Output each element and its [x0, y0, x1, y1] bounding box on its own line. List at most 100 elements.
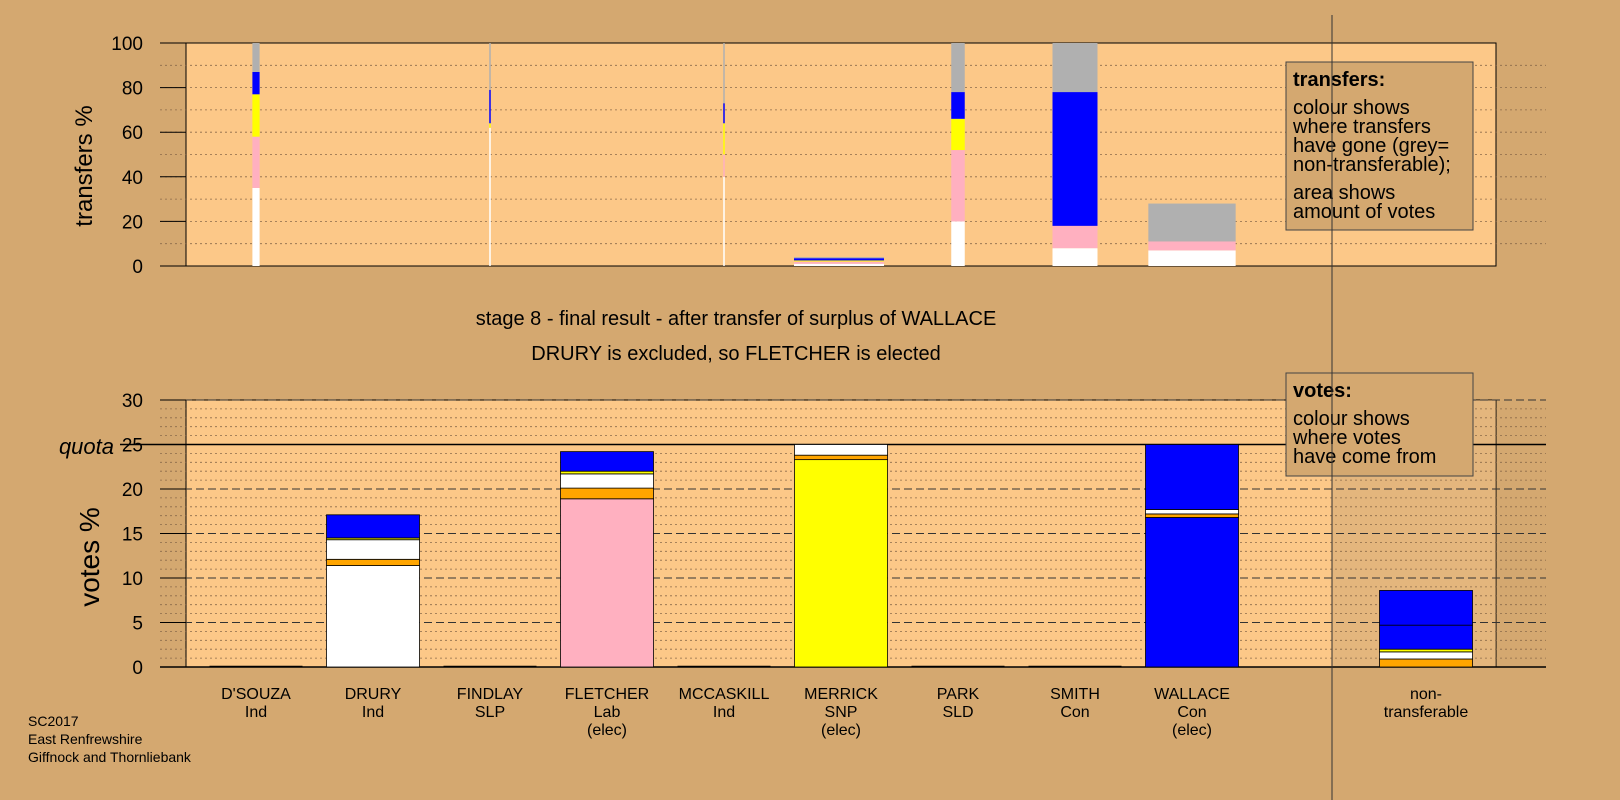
x-tick-label: Ind	[245, 704, 267, 721]
transfers-legend-line: amount of votes	[1293, 201, 1435, 223]
votes-y-axis-label: votes %	[74, 507, 105, 607]
x-tick-label: SLP	[475, 704, 505, 721]
vote-segment	[1379, 651, 1473, 660]
x-tick-label: Lab	[594, 704, 621, 721]
vote-segment	[794, 444, 888, 456]
transfer-segment	[723, 43, 725, 104]
transfer-segment	[794, 257, 884, 259]
transfers-legend-line: non-transferable);	[1293, 154, 1451, 176]
vote-segment	[1145, 509, 1239, 515]
vote-segment	[560, 451, 654, 472]
vote-bar-merrick	[794, 444, 888, 668]
transfer-segment	[794, 263, 884, 266]
y-tick-label: 20	[122, 480, 143, 501]
votes-x-labels: D'SOUZAIndDRURYIndFINDLAYSLPFLETCHERLab(…	[221, 686, 1468, 739]
x-tick-label: MERRICK	[804, 686, 878, 703]
transfer-segment	[723, 154, 725, 177]
vote-segment	[560, 473, 654, 489]
x-tick-label: SMITH	[1050, 686, 1100, 703]
transfer-bar-wallace	[1148, 203, 1236, 266]
x-tick-label: WALLACE	[1154, 686, 1230, 703]
y-tick-label: 20	[122, 212, 143, 233]
x-tick-label: (elec)	[821, 722, 861, 739]
transfer-segment	[1052, 225, 1098, 249]
x-tick-label: Ind	[362, 704, 384, 721]
transfer-segment	[1148, 241, 1236, 251]
x-tick-label: SNP	[825, 704, 858, 721]
transfer-segment	[489, 127, 491, 267]
x-tick-label: non-	[1410, 686, 1442, 703]
transfer-segment	[489, 43, 491, 90]
transfer-segment	[252, 136, 260, 188]
transfer-segment	[252, 94, 260, 137]
x-tick-label: transferable	[1384, 704, 1469, 721]
transfers-legend-line: colour shows	[1293, 97, 1410, 119]
y-tick-label: 30	[122, 391, 143, 412]
vote-segment	[794, 454, 888, 461]
transfers-legend-line: where transfers	[1292, 116, 1431, 138]
transfer-bar-merrick	[794, 257, 884, 266]
vote-segment	[1145, 517, 1239, 668]
vote-segment	[1379, 590, 1473, 626]
transfer-segment	[794, 261, 884, 264]
vote-segment	[326, 539, 420, 560]
footer-line: SC2017	[28, 713, 79, 729]
transfer-bar-mccaskill	[723, 43, 725, 266]
transfers-y-ticks: 0 20 40 60 80 100	[111, 34, 186, 278]
vote-segment	[560, 470, 654, 475]
votes-legend-line: where votes	[1292, 427, 1401, 449]
transfer-segment	[723, 176, 725, 266]
transfer-segment	[1148, 250, 1236, 266]
transfer-bar-dsouza	[252, 43, 260, 266]
x-tick-label: D'SOUZA	[221, 686, 291, 703]
votes-legend-box	[1285, 372, 1474, 477]
vote-bar-fletcher	[560, 451, 654, 668]
votes-legend-line: have come from	[1293, 446, 1436, 468]
transfers-legend-line: area shows	[1293, 182, 1395, 204]
transfer-bar-findlay	[489, 43, 491, 267]
transfers-legend-box	[1285, 61, 1474, 231]
stage-subtitle: DRURY is excluded, so FLETCHER is electe…	[531, 343, 940, 365]
transfer-segment	[1052, 248, 1098, 266]
vote-segment	[1379, 624, 1473, 650]
transfers-chart: 0 20 40 60 80 100 transfers % transfers: colo…	[71, 34, 1546, 278]
x-tick-label: Con	[1177, 704, 1206, 721]
vote-segment	[326, 514, 420, 539]
footer-line: East Renfrewshire	[28, 731, 143, 747]
y-tick-label: 10	[122, 569, 143, 590]
x-tick-label: MCCASKILL	[679, 686, 770, 703]
votes-y-ticks: 0 5 10 15 20 25 30	[122, 391, 186, 679]
transfer-segment	[252, 71, 260, 95]
votes-legend-title: votes:	[1293, 380, 1352, 402]
transfers-bars	[252, 43, 1236, 267]
y-tick-label: 60	[122, 123, 143, 144]
vote-segment	[794, 459, 888, 668]
vote-segment	[326, 558, 420, 566]
x-tick-label: (elec)	[1172, 722, 1212, 739]
y-tick-label: 100	[111, 34, 143, 55]
transfer-bar-park	[951, 43, 965, 266]
transfer-segment	[1052, 92, 1098, 226]
x-tick-label: Con	[1060, 704, 1089, 721]
transfer-segment	[723, 103, 725, 124]
x-tick-label: FINDLAY	[457, 686, 524, 703]
x-tick-label: DRURY	[345, 686, 402, 703]
y-tick-label: 25	[122, 436, 143, 457]
transfer-segment	[951, 92, 965, 119]
stage-title: stage 8 - final result - after transfer …	[476, 308, 997, 330]
vote-segment	[1379, 658, 1473, 668]
transfer-segment	[252, 43, 260, 72]
transfers-legend: transfers: colour shows where transfers …	[1285, 61, 1474, 231]
vote-segment	[326, 565, 420, 668]
vote-bar-drury	[326, 514, 420, 668]
vote-segment	[560, 498, 654, 668]
y-tick-label: 15	[122, 525, 143, 546]
transfers-y-axis-label: transfers %	[71, 105, 98, 226]
x-tick-label: Ind	[713, 704, 735, 721]
transfer-segment	[951, 221, 965, 266]
y-tick-label: 5	[132, 614, 143, 635]
transfer-segment	[252, 187, 260, 266]
transfer-segment	[1148, 203, 1236, 242]
vote-segment	[1145, 513, 1239, 518]
